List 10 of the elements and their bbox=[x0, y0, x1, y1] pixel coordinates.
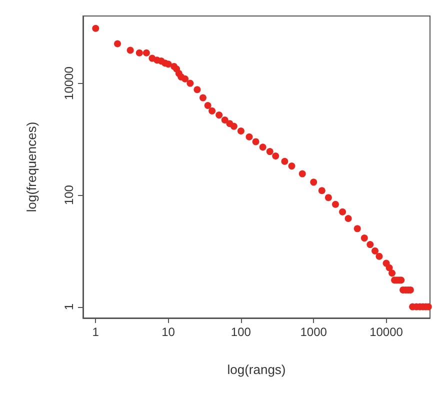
x-tick-label: 100 bbox=[230, 325, 252, 339]
y-tick-label: 10000 bbox=[62, 66, 76, 100]
y-tick-label: 100 bbox=[62, 184, 76, 206]
x-tick-label: 10000 bbox=[370, 325, 404, 339]
y-tick-label: 1 bbox=[62, 303, 76, 310]
x-tick-label: 10 bbox=[162, 325, 176, 339]
y-axis-title: log(frequences) bbox=[24, 122, 39, 212]
x-tick-label: 1 bbox=[92, 325, 100, 339]
x-axis-title: log(rangs) bbox=[227, 362, 286, 377]
x-tick-label: 1000 bbox=[300, 325, 328, 339]
